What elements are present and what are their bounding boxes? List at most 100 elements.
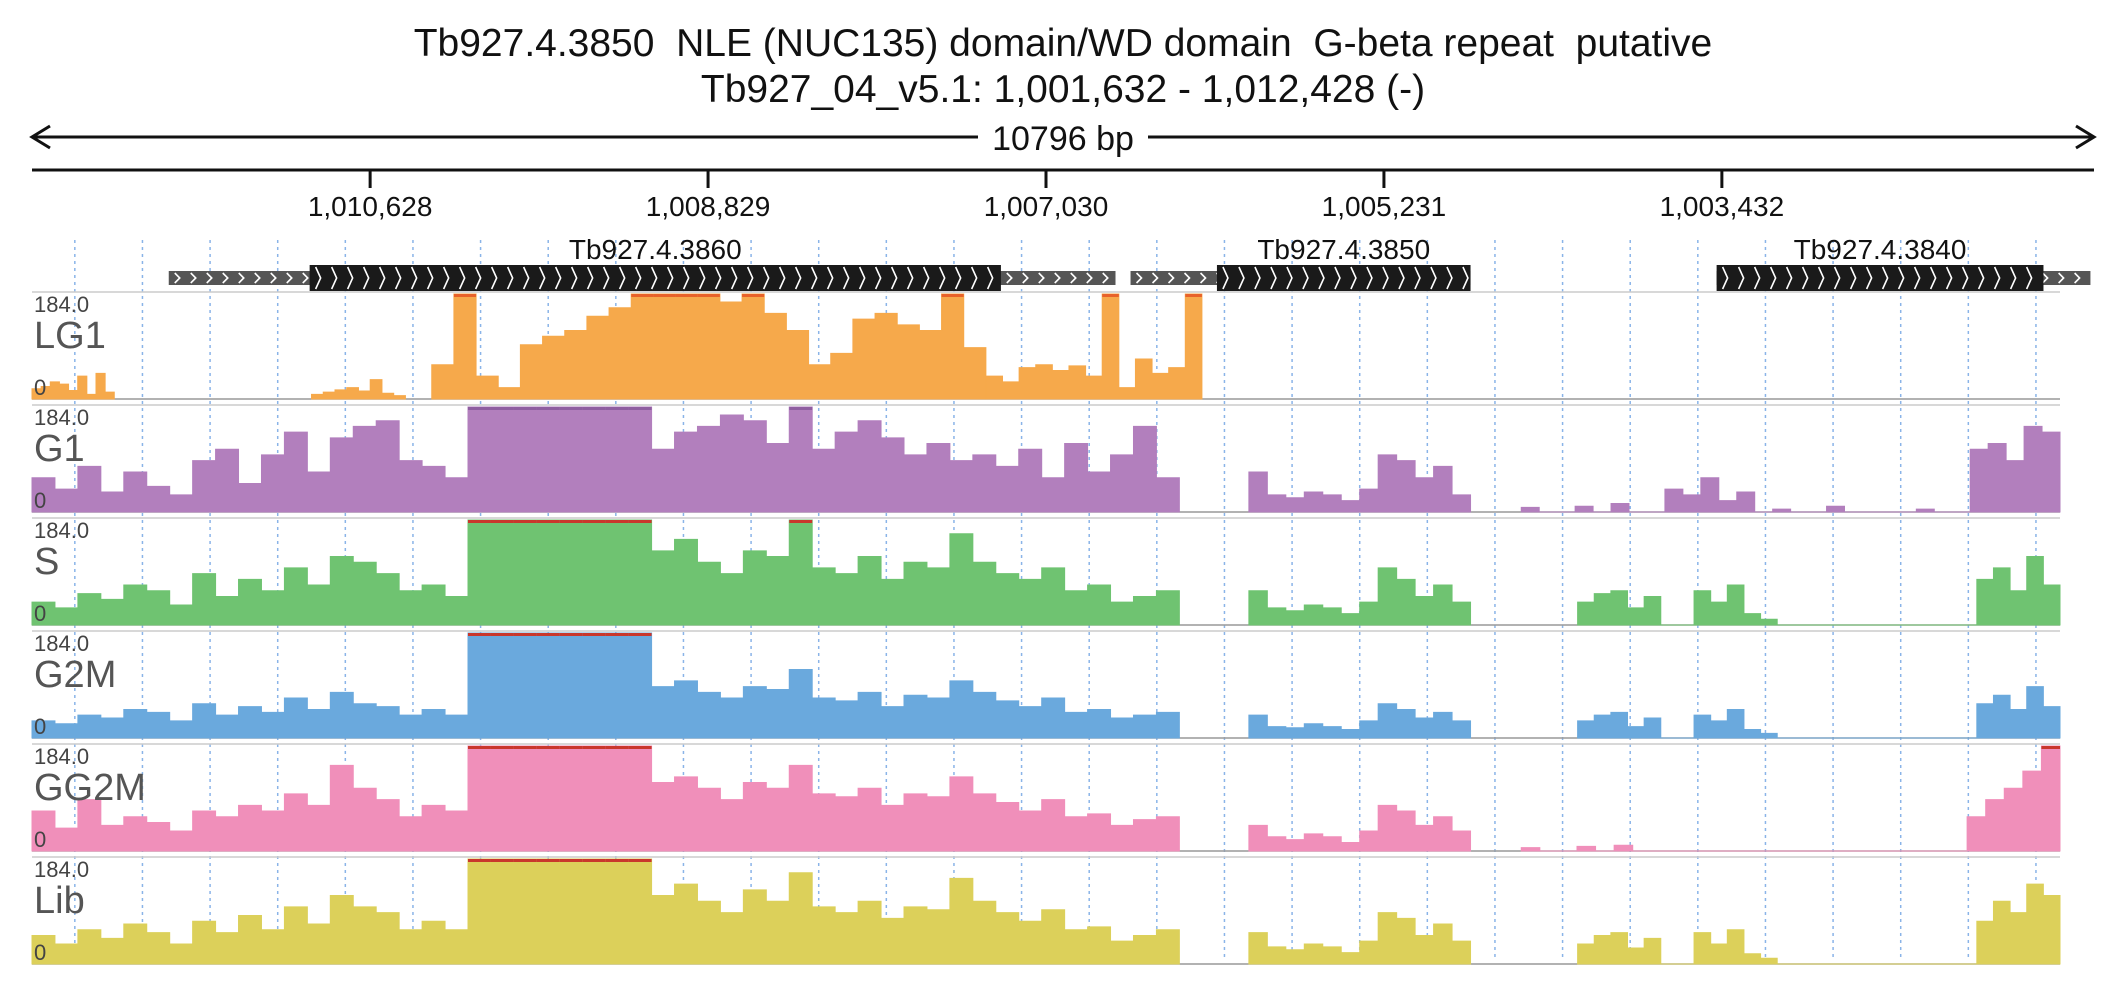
- strand-chevron: [206, 272, 213, 284]
- track-G1: 184.0G1 0: [31, 404, 2061, 513]
- coverage-area: [1248, 703, 1472, 739]
- genomic-location: Tb927_04_v5.1: 1,001,632 - 1,012,428 (-): [700, 68, 1426, 111]
- clip-marker: [605, 633, 629, 636]
- clip-marker: [468, 859, 491, 862]
- strand-chevron: [2058, 272, 2065, 284]
- track-name-label: LG1: [34, 315, 106, 357]
- strand-chevron: [1318, 266, 1325, 290]
- span-ruler: 10796 bp: [29, 120, 2097, 158]
- strand-chevron: [378, 266, 386, 290]
- clip-marker: [559, 407, 583, 410]
- clip-marker: [789, 520, 813, 523]
- clip-marker: [2041, 746, 2060, 749]
- clip-marker: [490, 407, 514, 410]
- strand-chevron: [650, 266, 658, 290]
- coverage-area: [1248, 454, 1472, 513]
- track-ymax-label: 184.0: [34, 292, 89, 317]
- strand-chevron: [1769, 266, 1777, 290]
- strand-chevron: [938, 266, 946, 290]
- track-ymax-label: 184.0: [34, 518, 89, 543]
- track-name-label: GG2M: [34, 767, 146, 809]
- track-ymax-label: 184.0: [34, 631, 89, 656]
- strand-chevron: [1801, 266, 1809, 290]
- strand-chevron: [762, 266, 770, 290]
- strand-chevron: [1737, 266, 1745, 290]
- gene-Tb927.4.3860[interactable]: Tb927.4.3860: [168, 234, 1116, 291]
- strand-chevron: [778, 266, 786, 290]
- strand-chevron: [1833, 266, 1841, 290]
- track-ymin-label: 0: [34, 714, 46, 739]
- strand-chevron: [970, 266, 978, 290]
- strand-chevron: [1254, 266, 1261, 290]
- strand-chevron: [410, 266, 418, 290]
- strand-chevron: [666, 266, 674, 290]
- clip-marker: [605, 859, 629, 862]
- clip-marker: [653, 294, 676, 297]
- coverage-area: [1520, 425, 2061, 513]
- coverage-area: [985, 293, 1203, 400]
- strand-chevron: [1183, 272, 1191, 284]
- strand-chevron: [746, 266, 754, 290]
- coverage-area: [31, 632, 1180, 739]
- strand-chevron: [714, 266, 722, 290]
- clip-marker: [490, 520, 514, 523]
- strand-chevron: [1721, 266, 1729, 290]
- clip-marker: [582, 633, 606, 636]
- strand-chevron: [286, 272, 293, 284]
- strand-chevron: [1913, 266, 1921, 290]
- gene-label: Tb927.4.3840: [1794, 234, 1967, 265]
- strand-chevron: [1817, 266, 1825, 290]
- strand-chevron: [602, 266, 610, 290]
- coverage-area: [31, 745, 1180, 852]
- strand-chevron: [858, 266, 866, 290]
- strand-chevron: [1070, 272, 1077, 284]
- clip-marker: [628, 633, 652, 636]
- strand-chevron: [222, 272, 229, 284]
- strand-chevron: [1366, 266, 1373, 290]
- strand-chevron: [1382, 266, 1389, 290]
- track-name-label: G1: [34, 428, 85, 470]
- strand-chevron: [1945, 266, 1953, 290]
- clip-marker: [675, 294, 698, 297]
- strand-chevron: [698, 266, 706, 290]
- clip-marker: [559, 859, 583, 862]
- strand-chevron: [1038, 272, 1045, 284]
- strand-chevron: [362, 266, 370, 290]
- strand-chevron: [1238, 266, 1245, 290]
- strand-chevron: [1086, 272, 1093, 284]
- track-name-label: G2M: [34, 654, 116, 696]
- strand-chevron: [954, 266, 962, 290]
- clip-marker: [468, 633, 491, 636]
- gene-Tb927.4.3850[interactable]: Tb927.4.3850: [1130, 234, 1471, 291]
- clip-marker: [1102, 294, 1119, 297]
- clip-marker: [453, 294, 477, 297]
- gene-Tb927.4.3840[interactable]: Tb927.4.3840: [1716, 234, 2091, 291]
- strand-chevron: [174, 272, 181, 284]
- track-ymax-label: 184.0: [34, 857, 89, 882]
- strand-chevron: [1849, 266, 1857, 290]
- page-title: Tb927.4.3850 NLE (NUC135) domain/WD doma…: [413, 22, 1713, 65]
- strand-chevron: [2025, 266, 2033, 290]
- track-ymin-label: 0: [34, 375, 46, 400]
- strand-chevron: [522, 266, 530, 290]
- strand-chevron: [1286, 266, 1293, 290]
- axis-ticks: 1,010,628 1,008,829 1,007,030 1,005,231 1,00…: [308, 170, 1784, 222]
- strand-chevron: [1334, 266, 1341, 290]
- strand-chevron: [1977, 266, 1985, 290]
- strand-chevron: [1993, 266, 2001, 290]
- strand-chevron: [346, 266, 354, 290]
- coverage-area: [1520, 745, 2061, 852]
- gene-label: Tb927.4.3850: [1257, 234, 1430, 265]
- clip-marker: [490, 746, 514, 749]
- clip-marker: [559, 633, 583, 636]
- strand-chevron: [458, 266, 466, 290]
- strand-chevron: [238, 272, 245, 284]
- strand-chevron: [1302, 266, 1309, 290]
- strand-chevron: [1753, 266, 1761, 290]
- strand-chevron: [730, 266, 738, 290]
- strand-chevron: [538, 266, 546, 290]
